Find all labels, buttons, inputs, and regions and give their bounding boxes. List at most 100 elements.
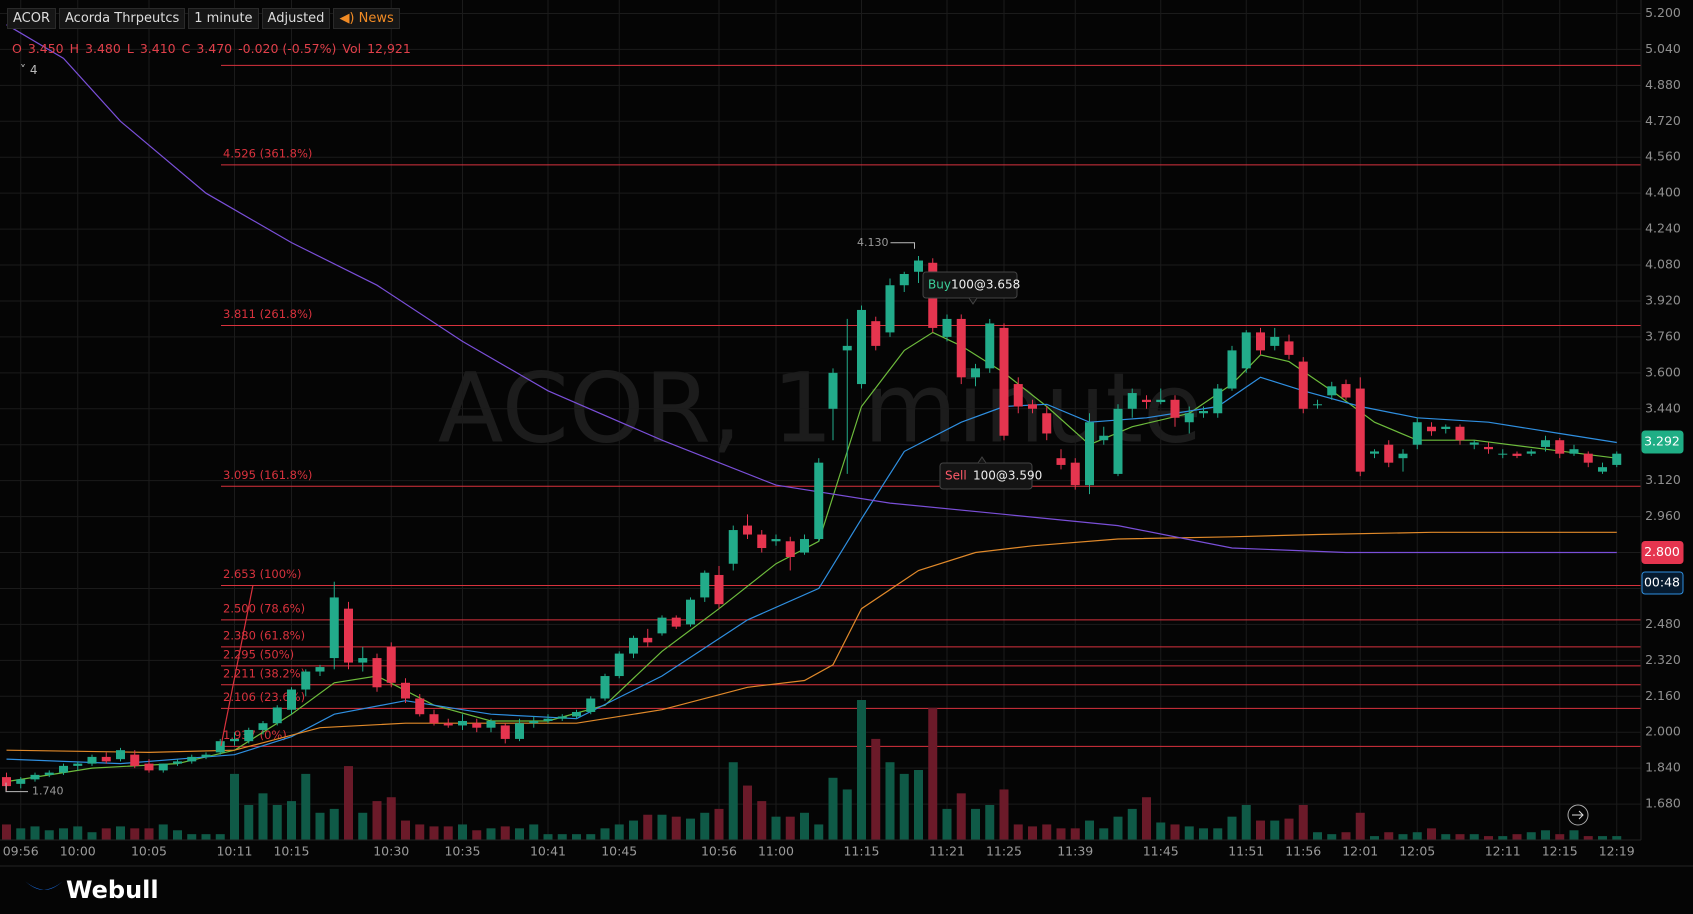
h-value: 3.480: [85, 41, 121, 56]
volume-bar: [415, 824, 425, 840]
volume-bar: [1512, 834, 1522, 840]
volume-bar: [914, 770, 923, 840]
candle-body: [600, 676, 610, 699]
x-tick-label: 12:19: [1599, 844, 1635, 859]
volume-bar: [401, 820, 410, 840]
volume-bar: [1127, 808, 1137, 840]
candle-body: [1127, 393, 1137, 409]
symbol[interactable]: ACOR: [7, 8, 57, 29]
high-marker-label: 4.130: [857, 236, 889, 249]
candle-body: [287, 689, 296, 710]
x-tick-label: 11:25: [986, 844, 1022, 859]
candle-body: [101, 756, 111, 762]
fib-label: 2.653 (100%): [223, 567, 301, 581]
candle-body: [985, 323, 995, 369]
candle-body: [1028, 404, 1037, 409]
candle-body: [215, 741, 225, 753]
candle-body: [1213, 388, 1223, 414]
candle-body: [187, 756, 197, 762]
volume-bar: [1227, 816, 1237, 840]
candle-body: [315, 667, 325, 672]
volume-bar: [1341, 832, 1351, 840]
candle-body: [1170, 399, 1180, 418]
volume-bar: [1284, 818, 1294, 840]
volume-bar: [1327, 834, 1337, 840]
volume-bar: [942, 808, 952, 840]
ohlc-row: O 3.450 H 3.480 L 3.410 C 3.470 -0.020 (-0.5…: [12, 41, 411, 56]
candle-body: [643, 637, 653, 643]
candle-body: [828, 372, 838, 409]
x-tick-label: 11:45: [1143, 844, 1179, 859]
volume-bar: [1555, 834, 1565, 840]
volume-bar: [130, 828, 140, 840]
y-tick-label: 3.600: [1645, 364, 1681, 379]
y-tick-label: 1.840: [1645, 760, 1681, 775]
volume-bar: [1598, 836, 1607, 840]
fib-label: 2.211 (38.2%): [223, 666, 305, 680]
price-tag: [1641, 541, 1684, 565]
volume-bar: [515, 828, 524, 840]
candle-body: [629, 637, 638, 654]
volume-bar: [971, 808, 980, 840]
volume-bar: [344, 766, 353, 840]
candle-body: [857, 309, 866, 385]
brand: Webull: [66, 876, 159, 904]
volume-bar: [16, 828, 26, 840]
volume-bar: [472, 830, 482, 840]
scroll-button[interactable]: [1567, 804, 1589, 826]
volume-bar: [486, 828, 496, 840]
x-tick-label: 11:00: [758, 844, 794, 859]
x-tick-label: 10:15: [273, 844, 309, 859]
volume-bar: [315, 812, 325, 840]
candle-body: [800, 539, 809, 553]
news[interactable]: ◀) News: [333, 8, 400, 29]
x-tick-label: 09:56: [3, 844, 39, 859]
price-tag: [1641, 430, 1684, 454]
volume-bar: [814, 824, 824, 840]
volume-bar: [857, 700, 866, 840]
x-tick-label: 10:11: [216, 844, 252, 859]
volume-bar: [230, 773, 239, 840]
candle-body: [59, 765, 68, 773]
trade-label: 100@3.658: [951, 278, 1020, 292]
fib-label: 1.937 (0%): [223, 728, 287, 742]
y-tick-label: 1.680: [1645, 796, 1681, 811]
volume-bar: [1013, 824, 1023, 840]
candle-body: [1569, 449, 1579, 454]
volume-bar: [899, 773, 909, 840]
x-tick-label: 11:39: [1057, 844, 1093, 859]
candle-body: [201, 754, 211, 757]
indicator-toggle[interactable]: ˅ 4: [20, 63, 38, 77]
volume-bar: [1398, 834, 1408, 840]
company: Acorda Thrpeutcs: [59, 8, 186, 29]
l-label: L: [126, 41, 134, 56]
volume-bar: [101, 828, 111, 840]
y-tick-label: 3.120: [1645, 472, 1681, 487]
candle-body: [914, 260, 923, 272]
candle-body: [842, 345, 852, 351]
candle-body: [515, 723, 524, 739]
o-label: O: [12, 41, 22, 56]
candle-body: [1113, 408, 1123, 474]
candle-body: [372, 658, 382, 688]
candle-body: [971, 368, 980, 378]
candle-body: [258, 723, 268, 730]
trade-label: 100@3.590: [973, 469, 1042, 483]
interval[interactable]: 1 minute: [188, 8, 259, 29]
volume-bar: [1469, 834, 1479, 840]
volume-bar: [87, 832, 97, 840]
candle-body: [1583, 453, 1593, 463]
candle-body: [1156, 399, 1166, 403]
fib-label: 3.811 (261.8%): [223, 307, 312, 321]
countdown: 00:48: [1644, 575, 1680, 590]
candle-body: [472, 723, 482, 728]
volume-bar: [1455, 834, 1465, 840]
x-tick-label: 10:05: [131, 844, 167, 859]
y-tick-label: 3.760: [1645, 328, 1681, 343]
candle-body: [1085, 422, 1094, 486]
adjust[interactable]: Adjusted: [261, 8, 331, 29]
candle-body: [429, 714, 439, 724]
volume-bar: [301, 773, 311, 840]
volume-bar: [1199, 828, 1208, 840]
